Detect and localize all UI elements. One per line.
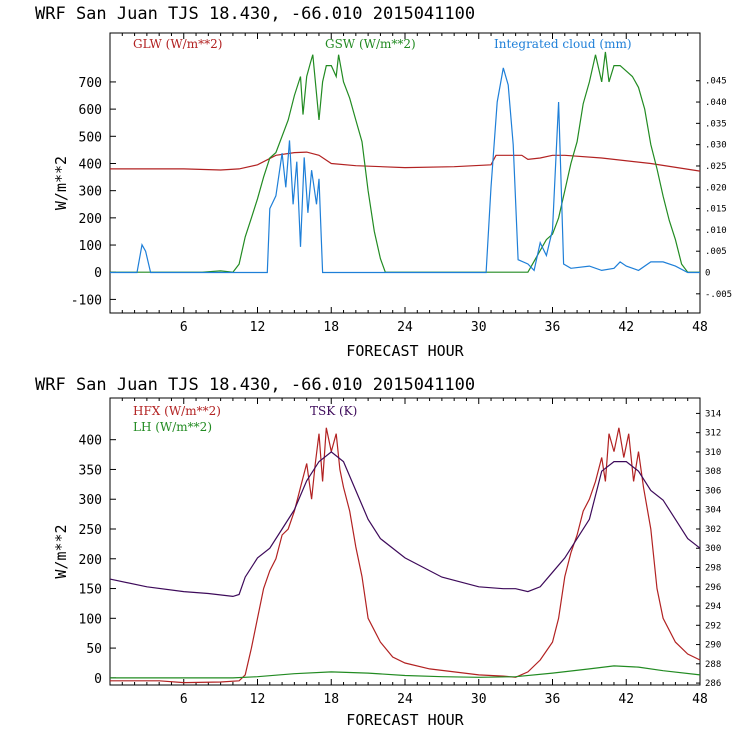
x-axis-label: FORECAST HOUR — [346, 342, 464, 360]
right-y-tick-label: 300 — [705, 544, 721, 554]
x-tick-label: 36 — [545, 320, 561, 335]
y-tick-label: 500 — [79, 130, 102, 145]
series-line-2 — [110, 665, 701, 679]
right-y-tick-label: 286 — [705, 679, 721, 689]
y-tick-label: 50 — [86, 642, 102, 657]
right-y-tick-label: 314 — [705, 409, 721, 419]
y-tick-label: 0 — [94, 672, 102, 687]
legend-entry: GLW (W/m**2) — [133, 37, 222, 51]
y-tick-label: 700 — [79, 76, 102, 91]
chart-title: WRF San Juan TJS 18.430, -66.010 2015041… — [35, 375, 475, 395]
right-y-tick-label: 306 — [705, 486, 721, 496]
x-tick-label: 24 — [397, 320, 413, 335]
right-y-tick-label: .005 — [705, 247, 727, 257]
x-tick-label: 24 — [397, 692, 413, 707]
legend-entry: HFX (W/m**2) — [133, 404, 221, 418]
chart-title: WRF San Juan TJS 18.430, -66.010 2015041… — [35, 4, 475, 24]
right-y-tick-label: .040 — [705, 98, 727, 108]
right-y-tick-label: 304 — [705, 506, 721, 516]
panel-radiation: WRF San Juan TJS 18.430, -66.010 2015041… — [35, 4, 732, 360]
x-tick-label: 30 — [471, 692, 487, 707]
y-tick-label: 150 — [79, 583, 102, 598]
right-y-tick-label: .045 — [705, 77, 727, 87]
legend-entry: GSW (W/m**2) — [325, 37, 416, 51]
y-tick-label: 400 — [79, 157, 102, 172]
y-tick-label: 250 — [79, 523, 102, 538]
y-tick-label: 100 — [79, 239, 102, 254]
x-tick-label: 48 — [692, 320, 708, 335]
right-y-tick-label: 308 — [705, 467, 721, 477]
x-tick-label: 18 — [323, 320, 339, 335]
right-y-tick-label: -.005 — [705, 290, 732, 300]
x-tick-label: 12 — [250, 320, 266, 335]
right-y-tick-label: 290 — [705, 641, 721, 651]
x-tick-label: 12 — [250, 692, 266, 707]
legend-entry: TSK (K) — [310, 404, 357, 418]
panel-heat-flux: WRF San Juan TJS 18.430, -66.010 2015041… — [35, 375, 721, 729]
x-tick-label: 30 — [471, 320, 487, 335]
series-line-2 — [110, 51, 700, 273]
right-y-tick-label: 296 — [705, 583, 721, 593]
y-tick-label: -100 — [71, 293, 102, 308]
right-y-tick-label: 312 — [705, 429, 721, 439]
x-tick-label: 6 — [180, 692, 188, 707]
series-line-1 — [110, 427, 701, 684]
x-tick-label: 6 — [180, 320, 188, 335]
right-y-tick-label: .020 — [705, 183, 727, 193]
y-tick-label: 0 — [94, 266, 102, 281]
y-tick-label: 400 — [79, 434, 102, 449]
right-y-tick-label: .010 — [705, 226, 727, 236]
y-tick-label: 300 — [79, 493, 102, 508]
right-y-tick-label: .035 — [705, 119, 727, 129]
right-y-tick-label: 0 — [705, 269, 710, 279]
right-y-tick-label: 294 — [705, 602, 721, 612]
y-tick-label: 200 — [79, 212, 102, 227]
y-tick-label: 600 — [79, 103, 102, 118]
y-tick-label: 350 — [79, 463, 102, 478]
right-y-tick-label: .030 — [705, 141, 727, 151]
legend-entry: Integrated cloud (mm) — [494, 37, 632, 51]
right-y-tick-label: 298 — [705, 564, 721, 574]
x-axis-label: FORECAST HOUR — [346, 711, 464, 729]
y-axis-label: W/m**2 — [52, 524, 70, 578]
x-tick-label: 42 — [618, 692, 634, 707]
series-line-3 — [109, 451, 701, 598]
x-tick-label: 18 — [323, 692, 339, 707]
series-line-1 — [110, 151, 701, 172]
x-tick-label: 36 — [545, 692, 561, 707]
y-tick-label: 300 — [79, 185, 102, 200]
right-y-tick-label: .015 — [705, 205, 727, 215]
right-y-tick-label: 310 — [705, 448, 721, 458]
x-tick-label: 48 — [692, 692, 708, 707]
series-line-3 — [110, 67, 700, 274]
y-tick-label: 100 — [79, 612, 102, 627]
legend-entry: LH (W/m**2) — [133, 420, 212, 434]
y-axis-label: W/m**2 — [52, 156, 70, 210]
right-y-tick-label: 288 — [705, 660, 721, 670]
right-y-tick-label: 292 — [705, 621, 721, 631]
right-y-tick-label: .025 — [705, 162, 727, 172]
y-tick-label: 200 — [79, 553, 102, 568]
x-tick-label: 42 — [618, 320, 634, 335]
right-y-tick-label: 302 — [705, 525, 721, 535]
